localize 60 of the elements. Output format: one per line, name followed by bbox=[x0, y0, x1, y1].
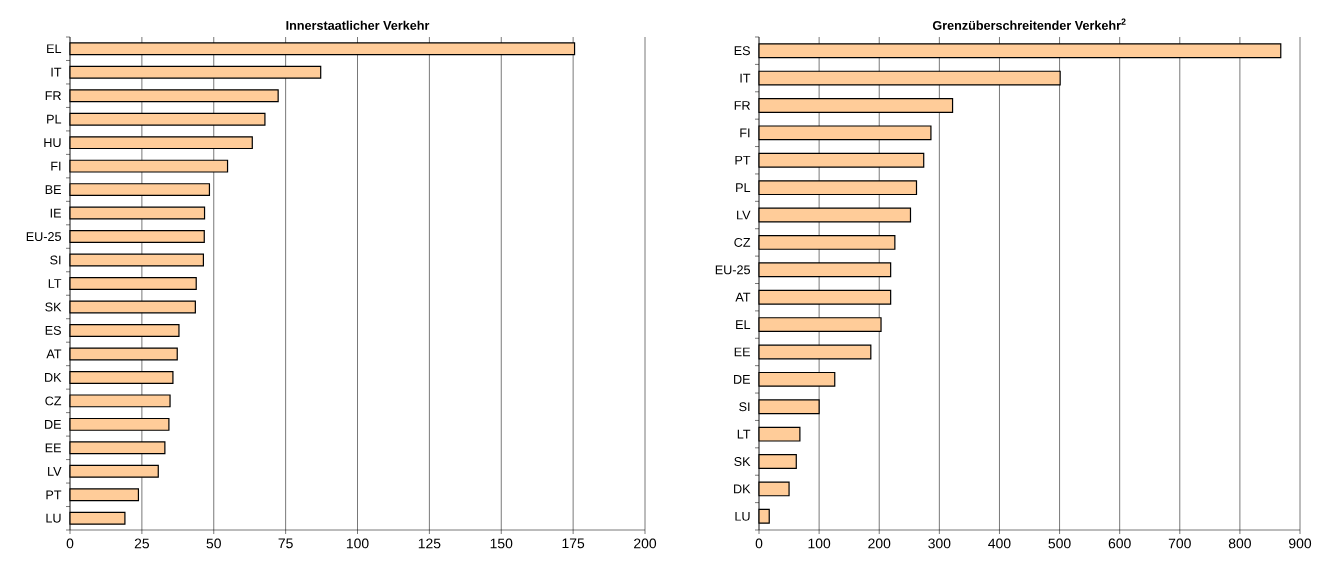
x-tick-label: 100 bbox=[346, 538, 369, 549]
y-tick-label: SK bbox=[734, 457, 751, 466]
x-tick-label: 900 bbox=[1289, 538, 1312, 549]
y-tick-label: PL bbox=[736, 183, 751, 192]
x-tick-label: 100 bbox=[808, 538, 831, 549]
y-tick-label: IT bbox=[51, 67, 62, 77]
y-tick-label: FI bbox=[740, 128, 750, 138]
y-tick-label: FI bbox=[51, 161, 61, 171]
x-tick-label: 400 bbox=[988, 538, 1011, 549]
y-tick-label: EL bbox=[736, 320, 751, 329]
y-tick-label: DK bbox=[734, 484, 751, 494]
x-tick-label: 175 bbox=[562, 538, 585, 549]
y-tick-label: AT bbox=[46, 349, 62, 359]
y-tick-label: PT bbox=[735, 155, 751, 165]
x-tick-label: 500 bbox=[1048, 538, 1071, 549]
y-tick-label: LT bbox=[737, 429, 751, 439]
y-tick-label: SI bbox=[739, 402, 750, 412]
x-tick-label: 800 bbox=[1228, 538, 1251, 549]
y-tick-label: EE bbox=[45, 443, 61, 453]
y-tick-label: FR bbox=[734, 101, 750, 110]
x-tick-label: 0 bbox=[755, 538, 763, 549]
x-tick-label: 700 bbox=[1168, 538, 1191, 549]
x-tick-label: 600 bbox=[1108, 538, 1131, 549]
x-tick-label: 75 bbox=[278, 538, 293, 549]
y-tick-label: HU bbox=[44, 138, 61, 148]
x-tick-label: 50 bbox=[206, 538, 221, 549]
y-tick-label: AT bbox=[735, 292, 751, 302]
y-tick-label: LT bbox=[48, 279, 62, 288]
y-tick-label: LU bbox=[735, 511, 750, 521]
x-tick-label: 25 bbox=[134, 538, 150, 549]
y-tick-label: FR bbox=[45, 91, 61, 101]
y-tick-label: LU bbox=[46, 513, 61, 523]
y-tick-label: LV bbox=[48, 466, 62, 476]
x-tick-label: 200 bbox=[634, 538, 657, 549]
y-tick-label: CZ bbox=[45, 396, 62, 406]
y-tick-label: BE bbox=[45, 185, 61, 194]
x-tick-label: 125 bbox=[418, 538, 441, 549]
y-tick-label: CZ bbox=[734, 237, 751, 247]
y-tick-label: IT bbox=[740, 73, 751, 83]
y-tick-label: ES bbox=[734, 46, 750, 56]
y-tick-label: EU-25 bbox=[715, 265, 751, 275]
y-tick-label: IE bbox=[50, 208, 61, 218]
y-tick-label: PL bbox=[47, 114, 62, 124]
y-tick-label: SI bbox=[50, 255, 61, 265]
x-tick-label: 300 bbox=[928, 538, 951, 549]
y-tick-label: EU-25 bbox=[26, 232, 62, 242]
y-tick-label: ES bbox=[45, 325, 61, 335]
y-tick-label: DE bbox=[734, 375, 750, 384]
y-tick-label: EE bbox=[734, 347, 750, 357]
y-tick-label: EL bbox=[47, 44, 62, 54]
y-tick-label: DK bbox=[45, 373, 62, 382]
y-tick-label: DE bbox=[45, 420, 61, 429]
y-tick-label: SK bbox=[45, 302, 62, 312]
chart-title: Grenzüberschreitender Verkehr$^{2}$ bbox=[932, 18, 1126, 30]
x-tick-label: 150 bbox=[490, 538, 513, 549]
chart-title: Innerstaatlicher Verkehr bbox=[286, 20, 430, 30]
x-tick-label: 0 bbox=[66, 538, 74, 549]
y-tick-label: PT bbox=[46, 490, 62, 500]
y-tick-label: LV bbox=[737, 210, 751, 220]
x-tick-label: 200 bbox=[868, 538, 891, 549]
